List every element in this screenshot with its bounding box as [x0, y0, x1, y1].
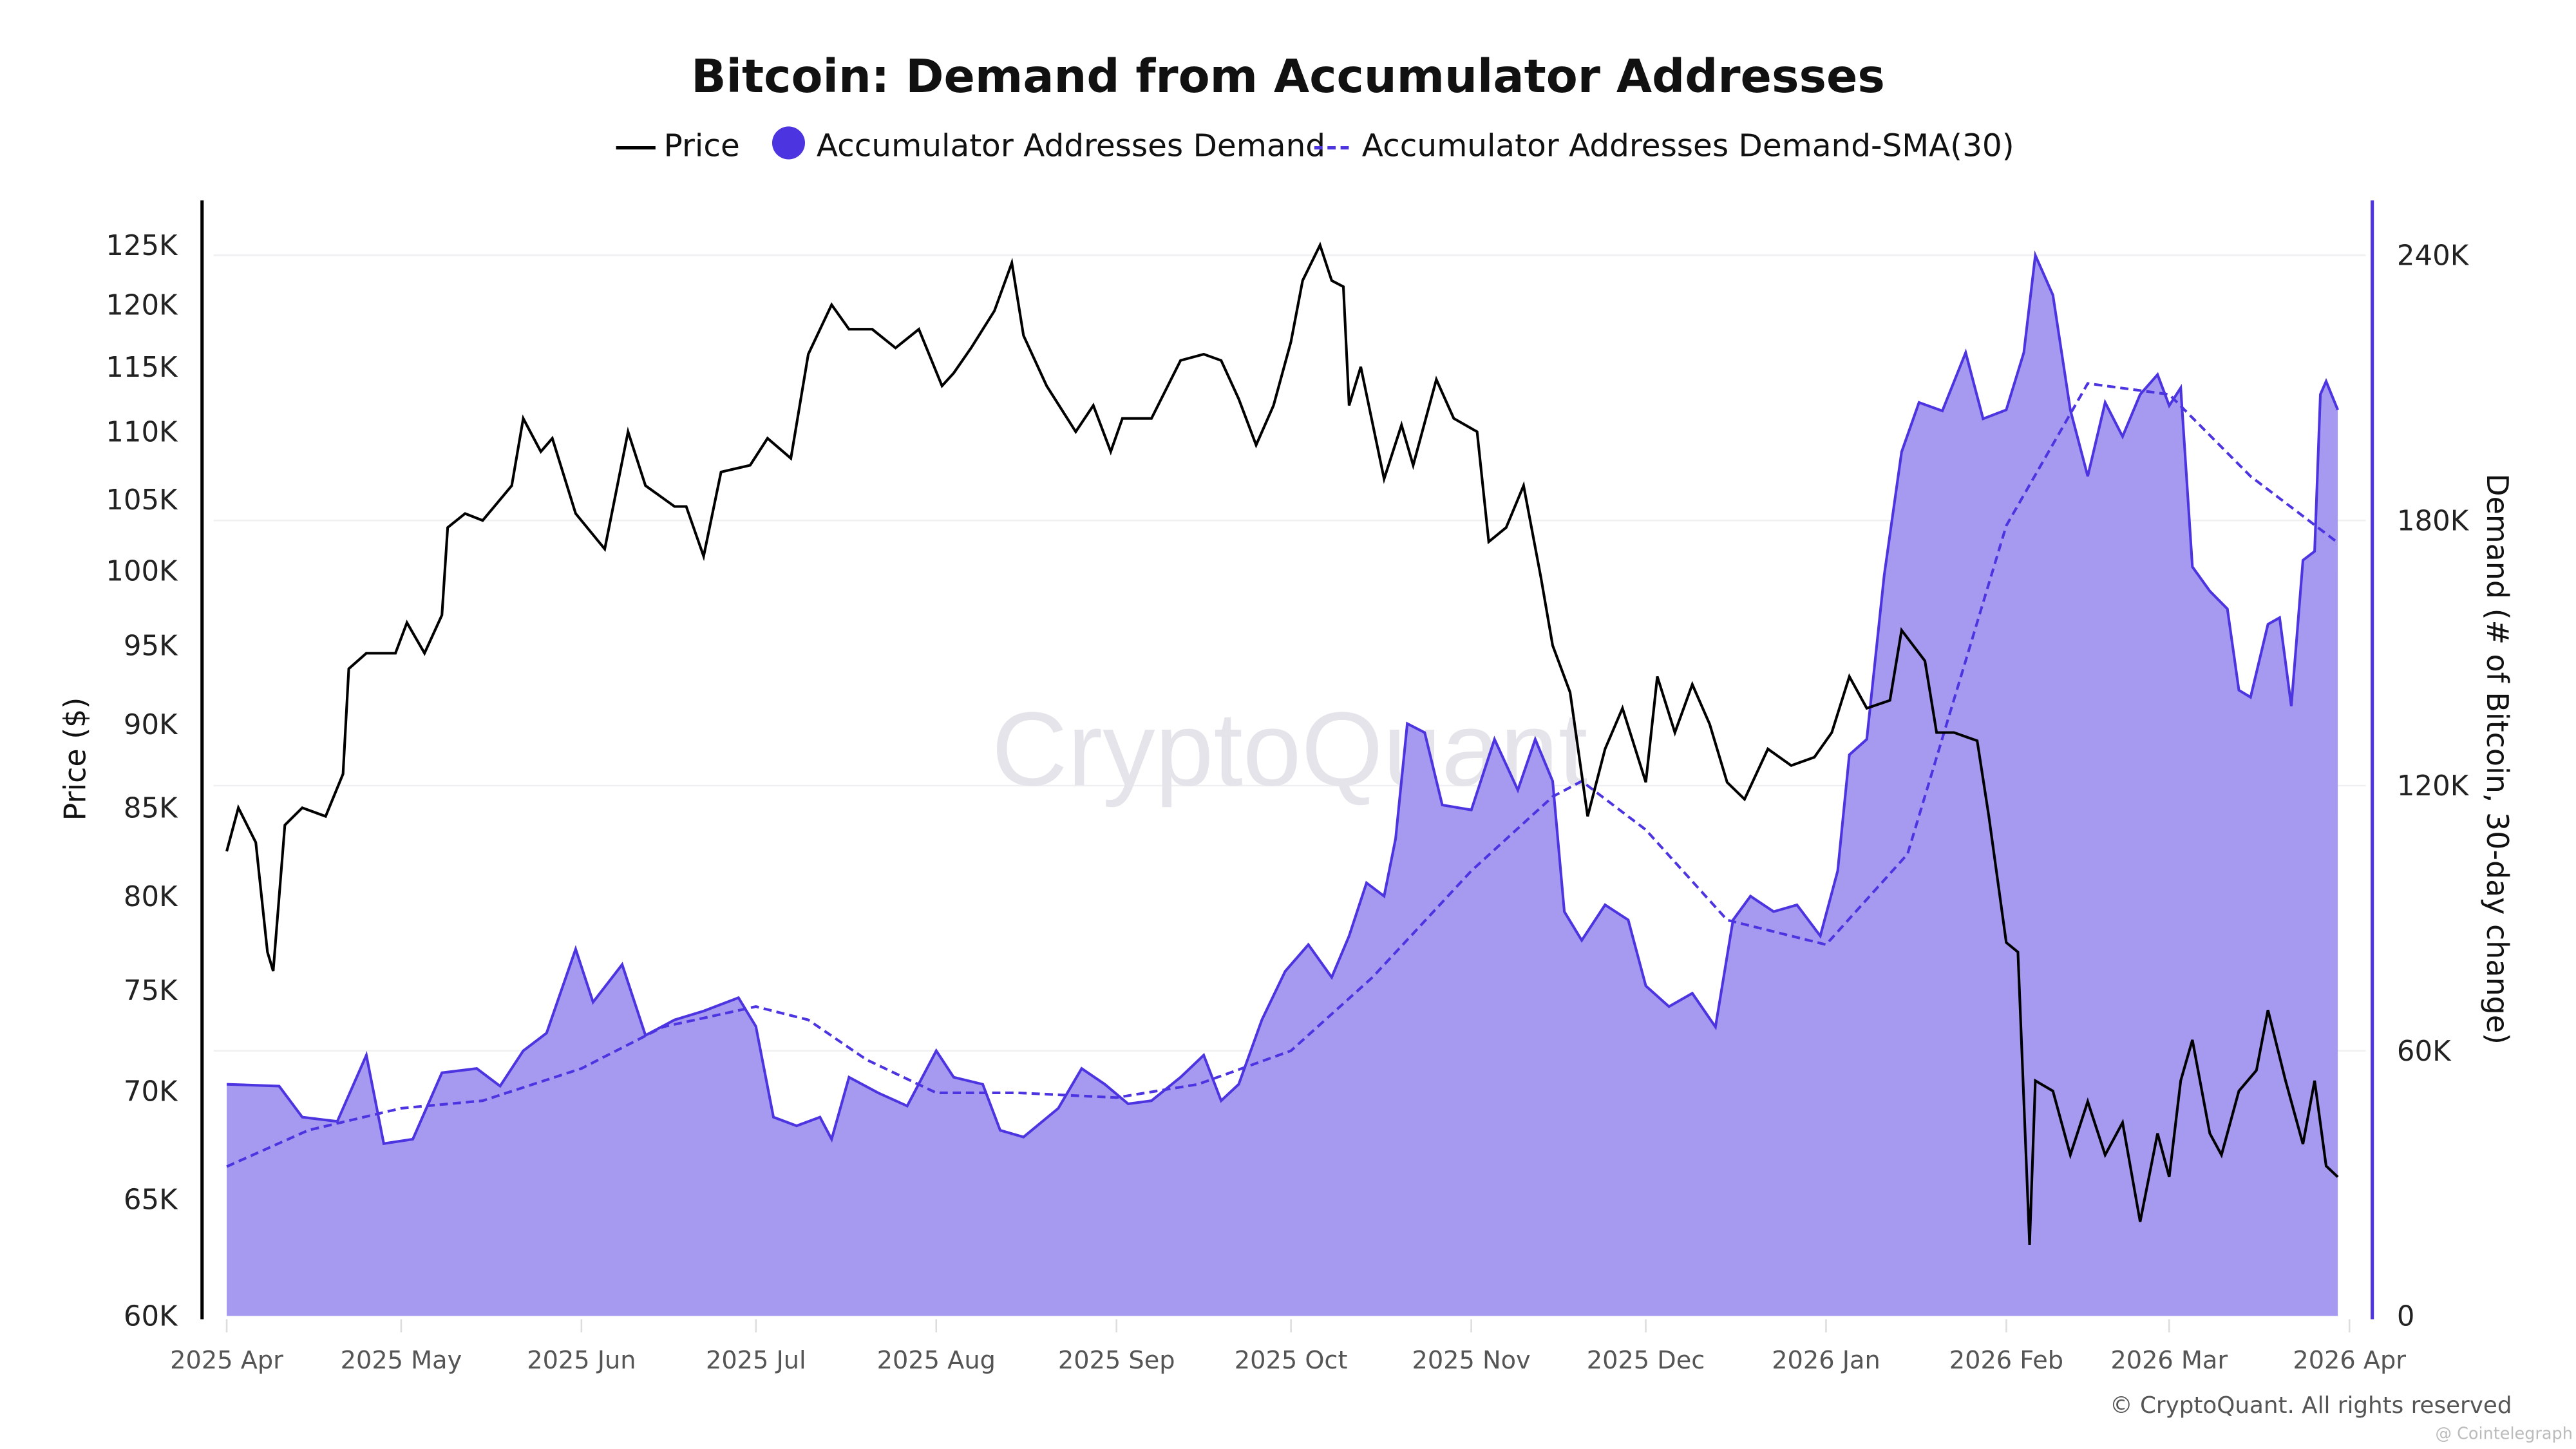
right-axis-ticks: 0 60K 120K 180K 240K	[2397, 240, 2470, 1333]
x-tick-label: 2025 Dec	[1587, 1346, 1705, 1375]
right-tick-label: 0	[2397, 1301, 2415, 1333]
left-tick-label: 105K	[106, 484, 178, 516]
chart-title: Bitcoin: Demand from Accumulator Address…	[691, 50, 1885, 103]
right-tick-label: 120K	[2397, 770, 2470, 802]
right-tick-label: 240K	[2397, 240, 2470, 272]
x-tick-label: 2025 Apr	[170, 1346, 283, 1375]
left-tick-label: 100K	[106, 555, 178, 587]
left-tick-label: 75K	[124, 975, 178, 1007]
x-tick-label: 2026 Mar	[2110, 1346, 2228, 1375]
left-tick-label: 80K	[124, 881, 178, 913]
legend-label: Accumulator Addresses Demand	[817, 128, 1325, 164]
copyright: © CryptoQuant. All rights reserved	[2110, 1392, 2512, 1419]
left-tick-label: 125K	[106, 230, 178, 262]
left-tick-label: 120K	[106, 289, 178, 321]
sma-line	[226, 382, 2339, 1168]
x-tick-label: 2025 Jul	[706, 1346, 806, 1375]
right-tick-label: 60K	[2397, 1036, 2452, 1068]
legend: Price Accumulator Addresses Demand Accum…	[616, 126, 2014, 164]
demand-area	[227, 255, 2338, 1316]
x-tick-label: 2025 Nov	[1412, 1346, 1531, 1375]
left-tick-label: 90K	[124, 709, 178, 741]
x-axis-ticks: 2025 Apr 2025 May 2025 Jun 2025 Jul 2025 Aug…	[170, 1319, 2406, 1375]
right-tick-label: 180K	[2397, 505, 2470, 537]
left-axis-ticks: 60K 65K 70K 75K 80K 85K 90K 95K 100K 105K 110K 115K…	[106, 230, 178, 1333]
legend-dot-icon	[772, 126, 805, 160]
x-tick-label: 2026 Apr	[2293, 1346, 2406, 1375]
x-tick-label: 2026 Feb	[1949, 1346, 2063, 1375]
legend-item-sma[interactable]: Accumulator Addresses Demand-SMA(30)	[1314, 128, 2014, 164]
demand-line	[226, 250, 2339, 1146]
legend-item-demand[interactable]: Accumulator Addresses Demand	[772, 126, 1325, 164]
left-tick-label: 85K	[124, 793, 178, 825]
x-tick-label: 2025 Oct	[1235, 1346, 1348, 1375]
left-axis-label: Price ($)	[58, 697, 93, 821]
left-tick-label: 60K	[124, 1301, 178, 1333]
x-tick-label: 2025 Jun	[527, 1346, 636, 1375]
legend-label: Price	[664, 128, 740, 164]
x-tick-label: 2025 Sep	[1058, 1346, 1175, 1375]
left-tick-label: 95K	[124, 630, 178, 663]
x-tick-label: 2026 Jan	[1772, 1346, 1880, 1375]
price-line	[225, 242, 2339, 1245]
left-tick-label: 115K	[106, 352, 178, 384]
right-axis-label: Demand (# of Bitcoin, 30-day change)	[2480, 473, 2515, 1045]
left-tick-label: 110K	[106, 417, 178, 449]
left-tick-label: 70K	[124, 1075, 178, 1108]
legend-label: Accumulator Addresses Demand-SMA(30)	[1362, 128, 2014, 164]
left-tick-label: 65K	[124, 1184, 178, 1216]
legend-item-price[interactable]: Price	[616, 128, 740, 164]
source-credit: @ Cointelegraph	[2436, 1425, 2573, 1444]
x-tick-label: 2025 May	[341, 1346, 462, 1375]
x-tick-label: 2025 Aug	[877, 1346, 996, 1375]
